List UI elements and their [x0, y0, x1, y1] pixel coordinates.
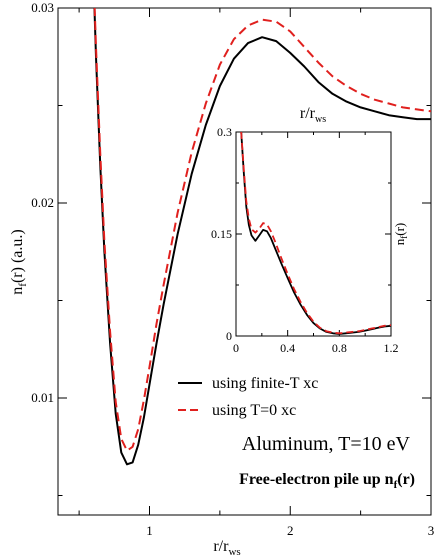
main-ytick-label: 0.01 — [31, 390, 54, 405]
main-plot-frame — [57, 7, 432, 516]
inset-xtick-label: 0 — [233, 341, 239, 355]
main-xtick-label: 1 — [146, 523, 153, 538]
caption-annotation: Free-electron pile up nf(r) — [239, 471, 415, 491]
inset-series-group — [240, 132, 391, 335]
inset-ytick-label: 0.15 — [211, 227, 232, 241]
main-xtick-label: 2 — [287, 523, 294, 538]
legend-label-finite-t: using finite-T xc — [212, 375, 318, 392]
inset-y-axis-label: nf(r) — [392, 223, 409, 246]
main-ytick-label: 0.03 — [31, 0, 54, 15]
inset-plot-frame — [235, 131, 392, 337]
main-ytick-label: 0.02 — [31, 195, 54, 210]
main-series-line-t0-xc — [93, 8, 431, 452]
main-axis-ticks: 1 2 3 0.01 0.02 0.03 — [31, 0, 434, 538]
material-annotation: Aluminum, T=10 eV — [242, 433, 411, 455]
main-x-axis-label: r/rws — [213, 538, 240, 558]
inset-xtick-label: 1.2 — [384, 341, 399, 355]
inset-xtick-label: 0.4 — [280, 341, 295, 355]
inset-ytick-label: 0 — [226, 329, 232, 343]
inset-ytick-label: 0.3 — [217, 125, 232, 139]
inset-series-line-t0-xc — [240, 132, 391, 335]
legend: using finite-T xc using T=0 xc — [178, 375, 318, 419]
main-series-group — [93, 8, 431, 466]
inset-axis-ticks: 0 0.4 0.8 1.2 0 0.15 0.3 — [211, 125, 399, 355]
legend-label-t0: using T=0 xc — [212, 402, 296, 419]
inset-xtick-label: 0.8 — [332, 341, 347, 355]
main-y-axis-label: nf(r) (a.u.) — [9, 229, 29, 294]
main-series-line-finite-t-xc — [93, 8, 431, 466]
main-xtick-label: 3 — [428, 523, 435, 538]
inset-x-axis-label: r/rws — [300, 105, 326, 125]
